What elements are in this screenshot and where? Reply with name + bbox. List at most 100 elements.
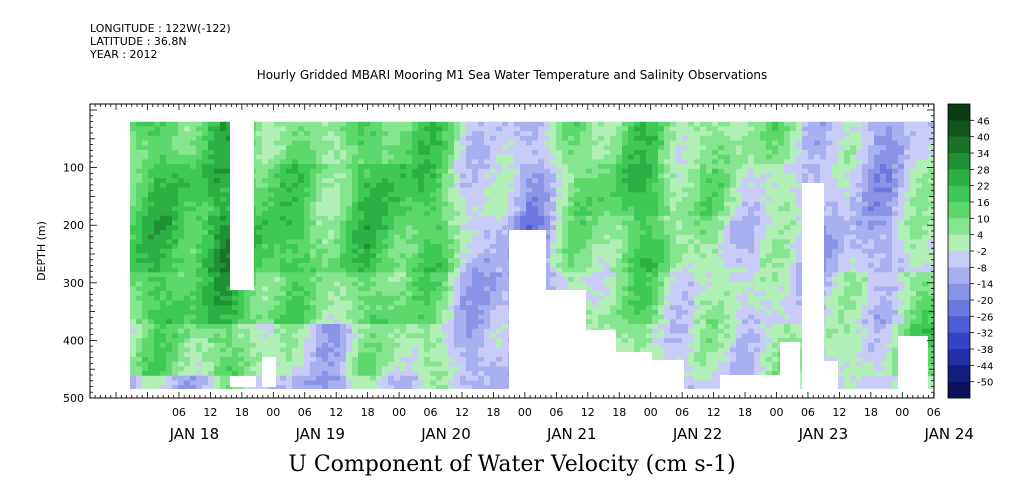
heatmap-cell bbox=[250, 295, 257, 302]
heatmap-cell bbox=[334, 182, 341, 189]
heatmap-cell bbox=[316, 197, 323, 203]
heatmap-cell bbox=[196, 131, 203, 137]
heatmap-cell bbox=[574, 220, 581, 226]
heatmap-cell bbox=[226, 178, 233, 184]
heatmap-cell bbox=[490, 182, 497, 189]
heatmap-cell bbox=[274, 206, 281, 212]
heatmap-cell bbox=[346, 371, 353, 377]
heatmap-cell bbox=[502, 314, 509, 320]
heatmap-cell bbox=[256, 281, 263, 287]
heatmap-cell bbox=[154, 385, 161, 391]
heatmap-cell bbox=[502, 324, 509, 330]
heatmap-cell bbox=[310, 234, 317, 240]
heatmap-cell bbox=[454, 258, 461, 264]
heatmap-cell bbox=[436, 309, 443, 316]
heatmap-cell bbox=[226, 347, 233, 353]
heatmap-cell bbox=[274, 126, 281, 132]
heatmap-cell bbox=[262, 342, 269, 349]
heatmap-cell bbox=[532, 215, 539, 222]
heatmap-cell bbox=[610, 244, 617, 250]
heatmap-cell bbox=[202, 347, 209, 353]
heatmap-cell bbox=[274, 342, 281, 349]
heatmap-cell bbox=[160, 135, 167, 142]
heatmap-cell bbox=[544, 168, 551, 175]
heatmap-cell bbox=[250, 291, 257, 297]
heatmap-cell bbox=[220, 361, 227, 367]
heatmap-cell bbox=[316, 239, 323, 245]
heatmap-cell bbox=[430, 201, 437, 207]
heatmap-cell bbox=[316, 267, 323, 273]
heatmap-cell bbox=[340, 121, 347, 127]
heatmap-cell bbox=[364, 281, 371, 287]
heatmap-cell bbox=[292, 286, 299, 292]
heatmap-cell bbox=[394, 380, 401, 386]
heatmap-cell bbox=[220, 276, 227, 283]
heatmap-cell bbox=[274, 375, 281, 381]
heatmap-cell bbox=[274, 258, 281, 264]
heatmap-cell bbox=[556, 267, 563, 273]
heatmap-cell bbox=[220, 173, 227, 179]
heatmap-cell bbox=[268, 291, 275, 297]
heatmap-cell bbox=[166, 347, 173, 353]
heatmap-cell bbox=[580, 140, 587, 146]
heatmap-cell bbox=[322, 215, 329, 222]
heatmap-cell bbox=[604, 182, 611, 189]
heatmap-cell bbox=[424, 385, 431, 391]
heatmap-cell bbox=[142, 215, 149, 222]
heatmap-cell bbox=[166, 220, 173, 226]
heatmap-cell bbox=[580, 197, 587, 203]
heatmap-cell bbox=[172, 206, 179, 212]
heatmap-cell bbox=[562, 399, 569, 404]
heatmap-cell bbox=[346, 380, 353, 386]
heatmap-cell bbox=[442, 258, 449, 264]
heatmap-cell bbox=[622, 342, 629, 349]
heatmap-cell bbox=[610, 253, 617, 259]
heatmap-cell bbox=[466, 328, 473, 334]
heatmap-cell bbox=[130, 149, 137, 156]
heatmap-cell bbox=[334, 380, 341, 386]
heatmap-cell bbox=[310, 291, 317, 297]
heatmap-cell bbox=[136, 201, 143, 207]
heatmap-cell bbox=[172, 225, 179, 231]
heatmap-cell bbox=[262, 211, 269, 217]
heatmap-cell bbox=[448, 333, 455, 339]
heatmap-cell bbox=[166, 281, 173, 287]
heatmap-cell bbox=[172, 145, 179, 151]
heatmap-cell bbox=[610, 281, 617, 287]
heatmap-cell bbox=[304, 295, 311, 302]
heatmap-cell bbox=[208, 159, 215, 165]
heatmap-cell bbox=[208, 272, 215, 278]
heatmap-cell bbox=[256, 291, 263, 297]
heatmap-cell bbox=[484, 262, 491, 269]
heatmap-cell bbox=[214, 342, 221, 349]
heatmap-cell bbox=[286, 399, 293, 404]
heatmap-cell bbox=[358, 380, 365, 386]
heatmap-cell bbox=[472, 366, 479, 372]
heatmap-cell bbox=[184, 248, 191, 254]
heatmap-cell bbox=[136, 319, 143, 325]
heatmap-cell bbox=[160, 126, 167, 132]
heatmap-cell bbox=[424, 178, 431, 184]
heatmap-cell bbox=[154, 211, 161, 217]
heatmap-cell bbox=[280, 324, 287, 330]
heatmap-cell bbox=[352, 178, 359, 184]
heatmap-cell bbox=[256, 286, 263, 292]
heatmap-cell bbox=[286, 159, 293, 165]
heatmap-cell bbox=[316, 159, 323, 165]
heatmap-cell bbox=[196, 145, 203, 151]
heatmap-cell bbox=[604, 253, 611, 259]
heatmap-cell bbox=[418, 361, 425, 367]
heatmap-cell bbox=[304, 385, 311, 391]
heatmap-cell bbox=[172, 276, 179, 283]
heatmap-cell bbox=[364, 159, 371, 165]
heatmap-cell bbox=[340, 258, 347, 264]
heatmap-cell bbox=[358, 121, 365, 127]
heatmap-cell bbox=[346, 178, 353, 184]
heatmap-cell bbox=[208, 182, 215, 189]
heatmap-cell bbox=[262, 286, 269, 292]
heatmap-cell bbox=[358, 295, 365, 302]
heatmap-cell bbox=[352, 356, 359, 363]
heatmap-cell bbox=[292, 211, 299, 217]
heatmap-cell bbox=[208, 342, 215, 349]
heatmap-cell bbox=[472, 305, 479, 311]
